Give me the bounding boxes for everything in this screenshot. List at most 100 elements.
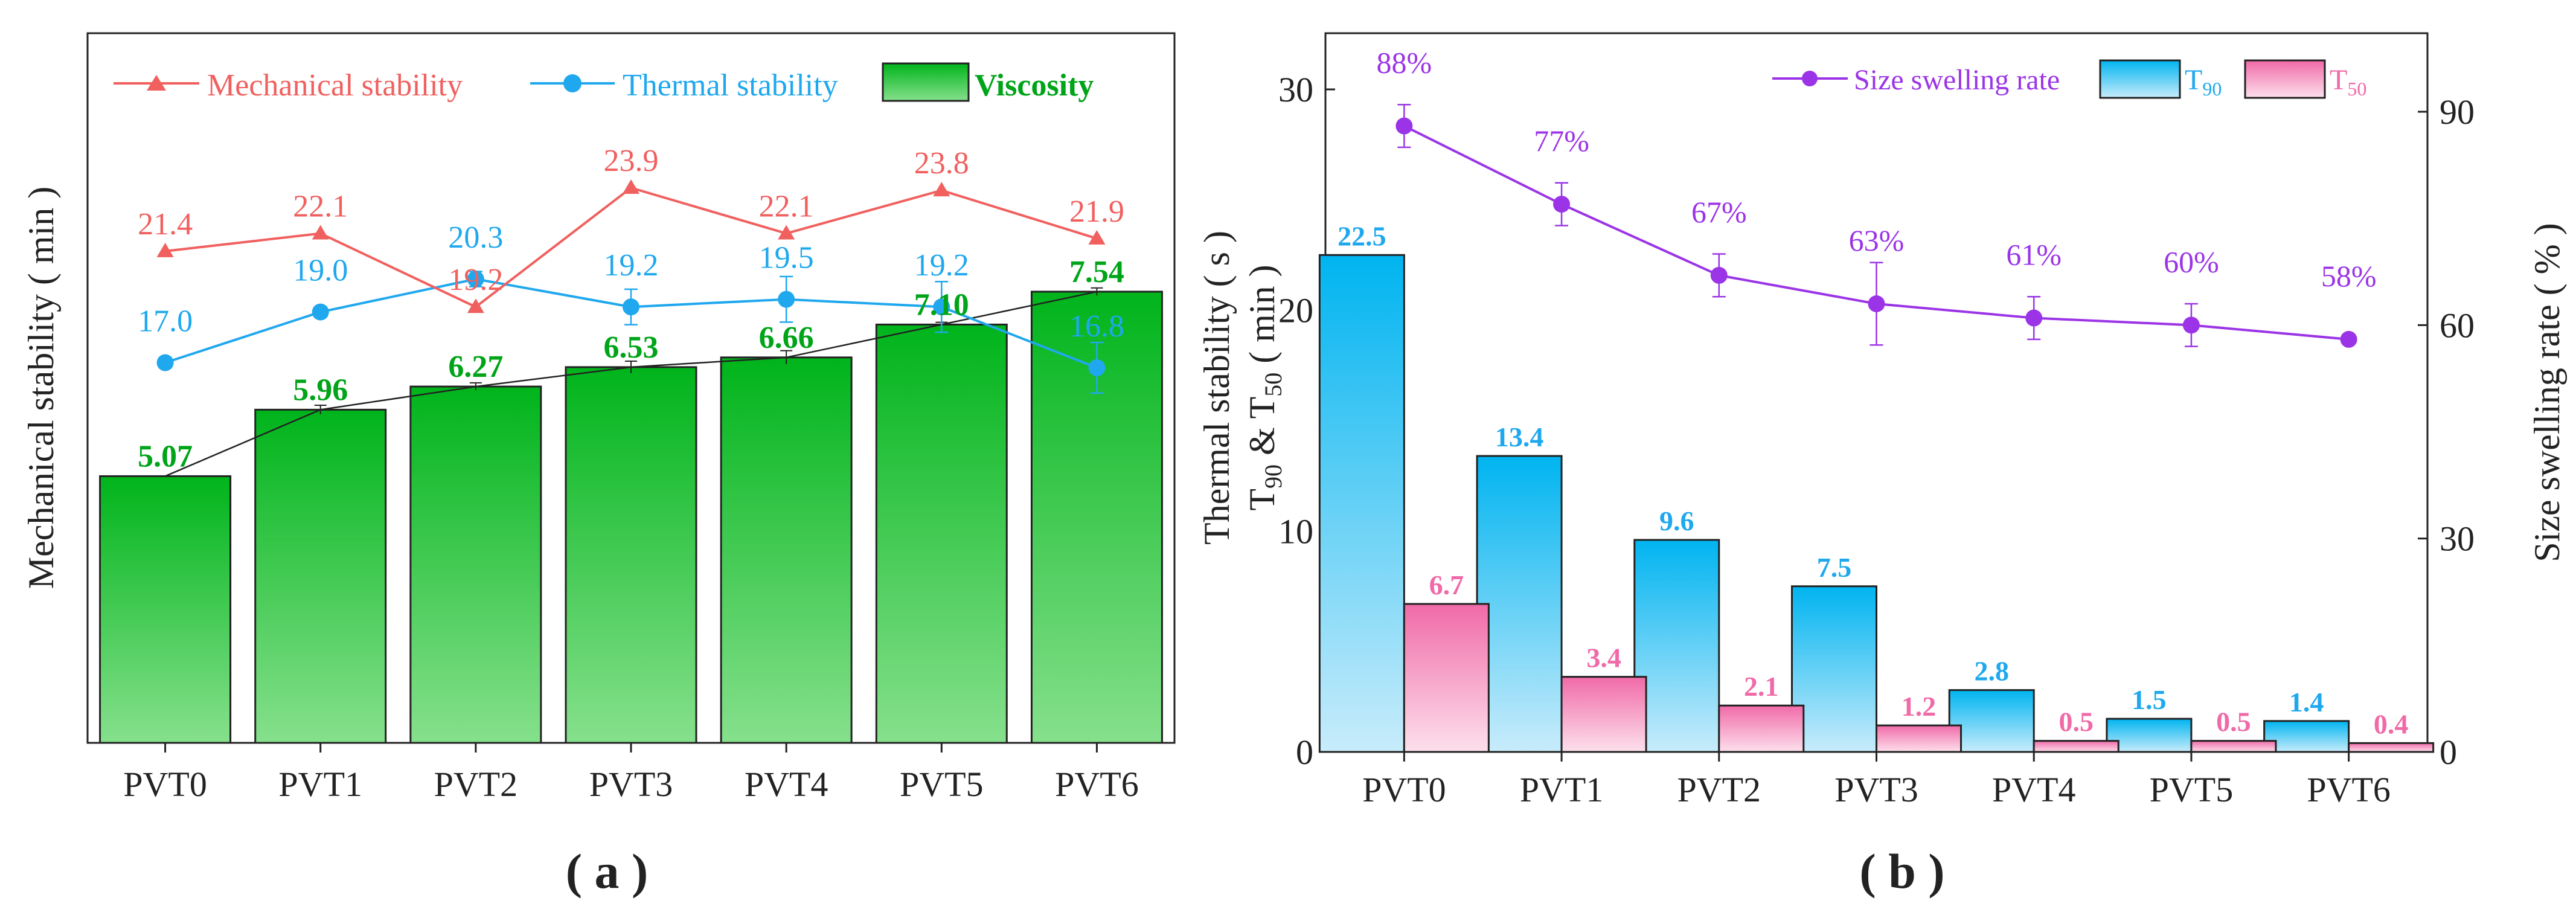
swelling-value-label: 67%: [1691, 195, 1747, 229]
t50-value-label: 1.2: [1902, 691, 1937, 722]
thermal-point-pvt1: [312, 303, 329, 321]
t90-value-label: 1.4: [2289, 687, 2324, 717]
panel-b-legend: Size swelling rate T90 T50: [1772, 59, 2366, 100]
t50-bar-pvt5: [2190, 740, 2277, 753]
swelling-point-pvt2: [1710, 266, 1728, 284]
swelling-value-label: 63%: [1849, 223, 1905, 257]
t90-value-label: 9.6: [1659, 506, 1694, 536]
t90-bar-pvt3: [1791, 585, 1877, 753]
t90-bar-pvt6: [2263, 720, 2350, 753]
legend-viscosity-label: Viscosity: [975, 68, 1094, 103]
swelling-point-pvt3: [1868, 295, 1885, 312]
left-y-tick-label: 30: [1278, 70, 1313, 109]
x-tick-label-pvt3: PVT3: [589, 765, 673, 804]
mechanical-point-pvt1: [312, 225, 329, 240]
panel-b-left-axis-label: T90 & T50 ( min ): [1242, 265, 1287, 510]
panel-b-y-axes: 0 10 20 30 0 30 60 90: [1278, 70, 2475, 772]
t50-bar-pvt0: [1403, 603, 1490, 753]
t50-bar-pvt3: [1876, 724, 1962, 753]
legend-viscosity-swatch: [882, 62, 970, 102]
right-y-tick-label: 0: [2440, 733, 2457, 772]
axis-label-t50-sub: 50: [1260, 373, 1287, 397]
viscosity-bar-pvt2: [409, 385, 542, 744]
mechanical-value-label: 21.4: [138, 207, 193, 242]
swelling-value-label: 58%: [2321, 259, 2377, 293]
t90-value-label: 7.5: [1817, 552, 1852, 583]
x-tick-label-pvt4: PVT4: [1992, 770, 2076, 809]
thermal-value-label: 19.0: [293, 254, 348, 288]
legend-mechanical-label: Mechanical stability: [207, 68, 463, 103]
thermal-point-pvt2: [467, 271, 484, 288]
thermal-value-label: 17.0: [138, 304, 193, 339]
x-tick-label-pvt5: PVT5: [2150, 770, 2234, 809]
viscosity-value-label: 6.53: [604, 330, 659, 365]
legend-swelling-label: Size swelling rate: [1854, 64, 2060, 96]
x-tick-label-pvt4: PVT4: [745, 765, 828, 804]
swelling-point-pvt4: [2025, 309, 2043, 327]
thermal-point-pvt0: [156, 354, 174, 371]
left-y-tick-label: 20: [1278, 291, 1313, 330]
viscosity-value-label: 5.96: [293, 373, 348, 407]
t50-bar-pvt4: [2033, 740, 2119, 753]
t90-bar-pvt4: [1948, 689, 2035, 753]
viscosity-value-label: 7.54: [1069, 255, 1124, 289]
swelling-point-pvt6: [2340, 330, 2357, 348]
panel-a-data-labels: 5.07 5.96 6.27 6.53 6.66 7.10 7.54 17.0 19.0 20.3…: [138, 144, 1124, 473]
swelling-point-pvt1: [1553, 196, 1571, 213]
panel-a-x-ticks: PVT0 PVT1 PVT2 PVT3 PVT4 PVT5 PVT6: [123, 743, 1139, 804]
viscosity-value-label: 6.27: [448, 350, 503, 384]
t50-bar-pvt6: [2348, 742, 2435, 753]
thermal-value-label: 19.2: [914, 248, 969, 283]
mechanical-point-pvt3: [623, 179, 639, 194]
legend-t90-label: T90: [2185, 64, 2222, 100]
t90-value-label: 13.4: [1495, 422, 1544, 452]
t90-value-label: 1.5: [2132, 684, 2167, 715]
x-tick-label-pvt6: PVT6: [1055, 765, 1139, 804]
viscosity-bar-pvt5: [875, 323, 1008, 744]
swelling-value-label: 88%: [1377, 46, 1432, 80]
legend-t50-main: T: [2330, 64, 2347, 96]
mechanical-point-pvt5: [933, 182, 950, 197]
panel-b-right-axis-label: Size swelling rate ( % ): [2527, 223, 2567, 562]
mechanical-value-label: 23.9: [604, 144, 659, 178]
panel-b-swelling-line: [1395, 103, 2357, 348]
mechanical-point-pvt0: [156, 242, 174, 257]
swelling-value-label: 61%: [2006, 238, 2062, 272]
thermal-value-label: 16.8: [1069, 309, 1124, 344]
viscosity-bar-pvt1: [254, 408, 387, 744]
legend-t90-sub: 90: [2202, 78, 2222, 100]
t90-bar-pvt5: [2106, 717, 2193, 753]
x-tick-label-pvt1: PVT1: [1520, 770, 1604, 809]
mechanical-value-label: 19.2: [448, 263, 503, 297]
axis-label-t90-main: T: [1242, 489, 1282, 511]
viscosity-bar-pvt0: [99, 475, 232, 744]
t50-bar-pvt2: [1718, 704, 1805, 753]
t50-value-label: 0.5: [2216, 707, 2251, 737]
viscosity-value-label: 7.10: [914, 287, 969, 322]
thermal-value-label: 19.2: [604, 248, 659, 283]
t90-bar-pvt0: [1318, 254, 1405, 753]
t50-value-label: 2.1: [1744, 671, 1779, 702]
x-tick-label-pvt0: PVT0: [123, 765, 207, 804]
t50-value-label: 3.4: [1586, 643, 1621, 673]
t90-bar-pvt1: [1476, 455, 1563, 753]
t50-value-label: 0.5: [2059, 707, 2094, 737]
panel-a-y-axis-label: Mechanical stability ( min ): [21, 187, 61, 589]
axis-label-unit: ( min ): [1242, 265, 1282, 372]
mechanical-value-label: 22.1: [759, 190, 814, 224]
panel-b-left-axis-label-top: Thermal stability ( s ): [1197, 231, 1237, 545]
axis-label-and: & T: [1242, 397, 1282, 464]
x-tick-label-pvt1: PVT1: [278, 765, 362, 804]
right-y-tick-label: 60: [2440, 306, 2475, 345]
t90-value-label: 2.8: [1974, 656, 2009, 687]
legend-t90-main: T: [2185, 64, 2202, 96]
panel-b-x-ticks: PVT0 PVT1 PVT2 PVT3 PVT4 PVT5 PVT6: [1362, 752, 2391, 809]
panel-a-legend: Mechanical stability Thermal stability V…: [114, 62, 1094, 103]
panel-a-stability-lines: [156, 179, 1106, 394]
viscosity-value-label: 5.07: [138, 439, 193, 473]
viscosity-value-label: 6.66: [759, 321, 814, 355]
legend-t50-sub: 50: [2347, 78, 2366, 100]
axis-label-t90-sub: 90: [1260, 464, 1287, 489]
right-y-tick-label: 30: [2440, 519, 2475, 559]
